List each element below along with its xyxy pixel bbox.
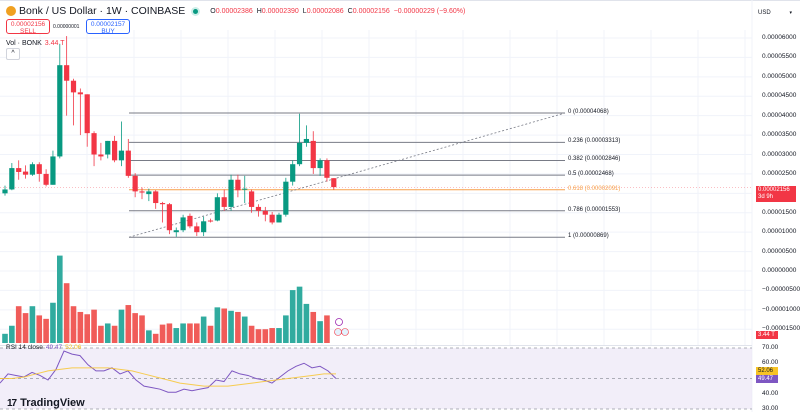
fib-level-label: 0.786 (0.00001553) bbox=[568, 206, 621, 213]
ohlc-high: H0.00002390 bbox=[256, 7, 299, 15]
rsi-axis-label: 70.00 bbox=[762, 344, 779, 351]
price-axis-label: −0.00001000 bbox=[762, 305, 800, 313]
collapse-legend-button[interactable]: ^ bbox=[6, 48, 20, 60]
sell-label: SELL bbox=[20, 28, 36, 35]
volume-indicator-label[interactable]: Vol · BONK 3.44 T bbox=[6, 40, 65, 47]
price-axis-label: 0.00001500 bbox=[762, 208, 797, 216]
ohlc-close: C0.00002156 bbox=[347, 7, 390, 15]
price-change: −0.00000229 (−9.60%) bbox=[393, 7, 466, 15]
price-axis-label: 0.00000000 bbox=[762, 267, 797, 274]
market-status-icon bbox=[193, 8, 199, 14]
tradingview-logo[interactable]: 17 TradingView bbox=[7, 397, 85, 409]
fib-level-label: 1 (0.00000869) bbox=[568, 233, 609, 240]
price-axis-label: 0.00004500 bbox=[762, 92, 797, 100]
symbol-header: Bonk / US Dollar · 1W · COINBASE O0.0000… bbox=[6, 4, 465, 18]
price-axis-label: 0.00006000 bbox=[762, 34, 797, 41]
buy-label: BUY bbox=[101, 28, 115, 35]
rsi-ma-tag: 52.06 bbox=[756, 367, 778, 375]
fib-level-label: 0.618 (0.00002091) bbox=[568, 185, 621, 192]
price-axis-label: 0.00000500 bbox=[762, 247, 797, 255]
chevron-up-icon: ^ bbox=[11, 50, 15, 57]
price-axis-label: 0.00002500 bbox=[762, 169, 797, 177]
price-axis-label: 0.00003000 bbox=[762, 150, 797, 158]
current-price-tag: 0.00002156 3d 9h bbox=[756, 186, 796, 202]
rsi-axis-label: 60.00 bbox=[762, 359, 779, 367]
buy-price: 0.00002157 bbox=[90, 21, 126, 28]
currency-selector[interactable]: USD ▾ bbox=[758, 8, 794, 19]
fib-level-label: 0.236 (0.00003313) bbox=[568, 138, 621, 145]
price-axis-label: 0.00005000 bbox=[762, 72, 797, 80]
price-axis-label: 0.00005500 bbox=[762, 53, 797, 61]
buy-button[interactable]: 0.00002157 BUY bbox=[86, 19, 130, 35]
rsi-axis-label: 40.00 bbox=[762, 389, 779, 397]
rsi-value-tag: 49.47 bbox=[756, 375, 778, 383]
price-axis-label: 0.00003500 bbox=[762, 131, 797, 139]
fib-level-label: 0 (0.00004068) bbox=[568, 109, 609, 116]
sell-button[interactable]: 0.00002156 SELL bbox=[6, 19, 50, 35]
fib-level-label: 0.5 (0.00002468) bbox=[568, 171, 614, 178]
rsi-indicator-label[interactable]: RSI 14 close 49.47 52.06 bbox=[6, 344, 82, 351]
bonk-coin-icon bbox=[6, 6, 16, 16]
spread-value: 0.00000001 bbox=[53, 24, 80, 30]
price-axis-label: 0.00001000 bbox=[762, 228, 797, 236]
rsi-axis-label: 30.00 bbox=[762, 405, 779, 412]
price-axis-label: −0.00000500 bbox=[762, 286, 800, 294]
symbol-title[interactable]: Bonk / US Dollar · 1W · COINBASE bbox=[19, 5, 186, 17]
price-axis-label: −0.00001500 bbox=[762, 325, 800, 333]
fib-level-label: 0.382 (0.00002846) bbox=[568, 156, 621, 163]
volume-tag: 3.44 T bbox=[756, 331, 778, 339]
chevron-down-icon: ▾ bbox=[789, 10, 792, 16]
ohlc-open: O0.00002386 bbox=[210, 7, 253, 15]
tradingview-icon: 17 bbox=[7, 397, 17, 409]
sell-price: 0.00002156 bbox=[10, 21, 46, 28]
price-axis-label: 0.00004000 bbox=[762, 111, 797, 119]
ohlc-low: L0.00002086 bbox=[302, 7, 344, 15]
top-border bbox=[0, 0, 800, 1]
